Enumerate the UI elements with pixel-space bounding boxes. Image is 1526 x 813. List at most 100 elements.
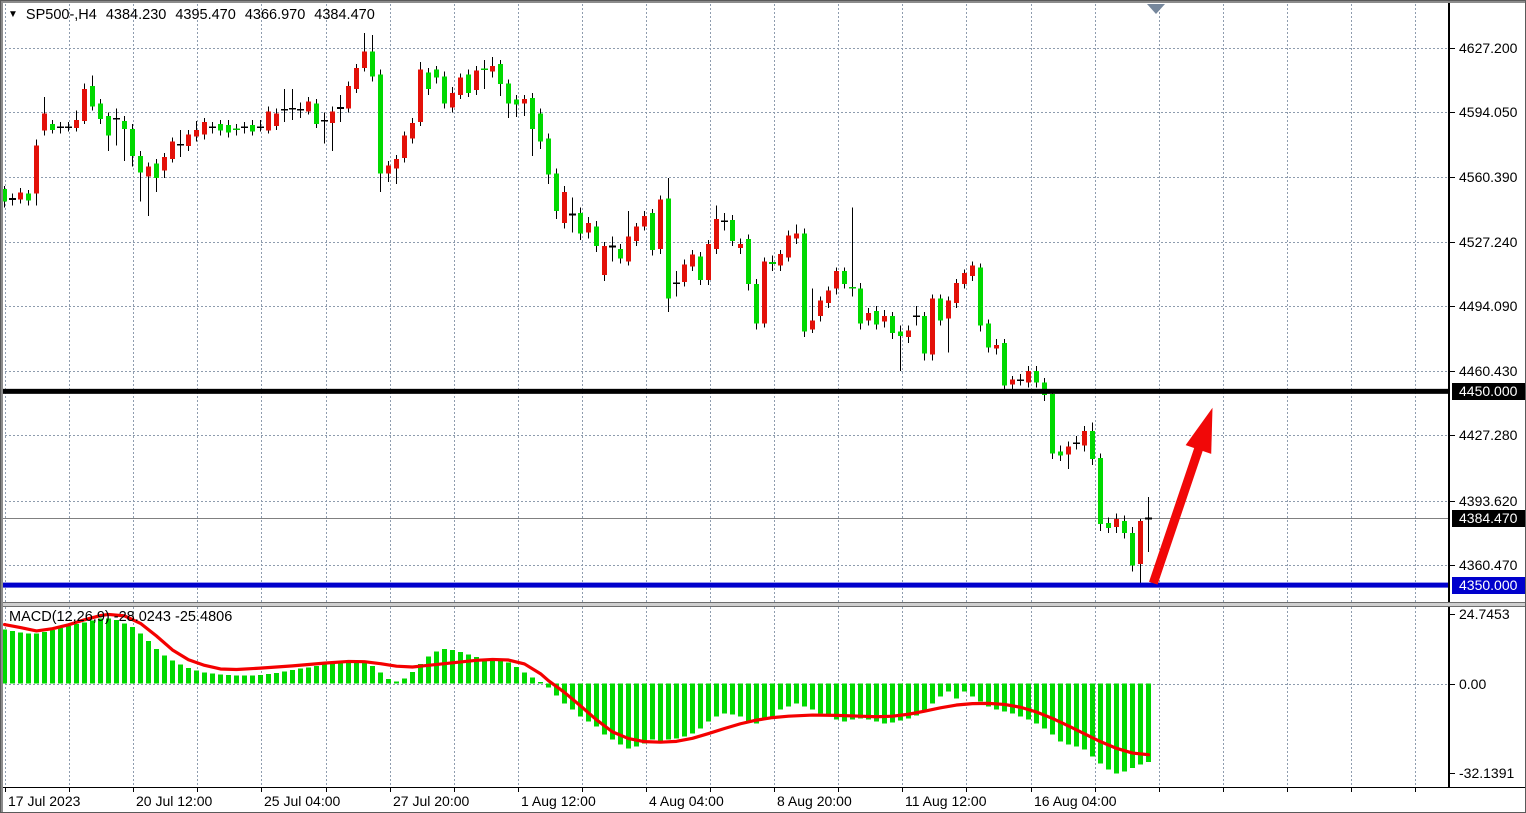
macd-histogram-bar [626,683,631,749]
macd-histogram-bar [986,683,991,707]
price-axis-tick [1450,306,1455,307]
candle [642,211,647,231]
macd-histogram-bar [178,664,183,684]
candle [721,213,728,231]
macd-histogram-bar [226,675,231,684]
time-axis-tick [1159,788,1160,792]
candle [569,197,576,233]
macd-histogram-bar [1018,683,1023,717]
macd-histogram-bar [50,630,55,684]
time-axis-tick [1095,788,1096,792]
macd-histogram-bar [170,660,175,684]
macd-histogram-bar [842,683,847,722]
time-axis-label: 20 Jul 12:00 [136,793,213,809]
macd-histogram-bar [1114,683,1119,774]
macd-histogram-bar [298,668,303,684]
candle [1098,453,1103,531]
macd-histogram-bar [826,683,831,717]
macd-histogram-bar [338,662,343,684]
macd-histogram-bar [66,626,71,684]
candlestick-chart-canvas[interactable] [1,1,1448,602]
macd-histogram-bar [386,679,391,684]
macd-histogram-bar [650,683,655,740]
time-axis-tick [838,788,839,792]
title-triangle-icon[interactable]: ▼ [8,9,18,20]
time-axis-tick [326,788,327,792]
price-tick-label: 4594.050 [1459,104,1518,120]
candle [289,89,296,121]
macd-histogram-bar [10,631,15,684]
candle [794,224,799,245]
price-tick-label: 4360.470 [1459,557,1518,573]
resistance-line-4450[interactable] [1,388,1448,394]
resistance-price-badge: 4450.000 [1452,383,1525,400]
macd-histogram-bar [314,665,319,684]
time-axis-tick [261,788,262,792]
macd-histogram-bar [186,667,191,684]
macd-histogram-bar [618,683,623,745]
candle [490,57,495,78]
macd-histogram-bar [682,683,687,737]
candle [874,306,879,330]
title-symbol-period: SP500-,H4 [25,7,97,23]
macd-histogram-bar [274,672,279,684]
macd-chart-canvas[interactable] [1,607,1448,787]
candle [986,319,991,353]
candle [938,294,943,326]
candle [209,122,216,134]
price-tick-label: -32.1391 [1459,765,1515,781]
macd-histogram-bar [442,649,447,684]
macd-histogram-bar [58,628,63,684]
macd-histogram-bar [666,683,671,740]
price-axis[interactable]: 4627.200 4594.050 4560.390 4527.240 4494.090… [1448,1,1525,787]
candle [1002,339,1007,392]
candle [834,267,839,295]
macd-histogram-bar [722,683,727,714]
chart-shift-marker-icon[interactable] [1147,4,1165,14]
price-tick-label: 4393.620 [1459,493,1518,509]
macd-histogram-bar [474,656,479,684]
candle [402,131,407,163]
time-axis-tick [1031,788,1032,792]
candle [994,339,999,355]
support-line-4350[interactable] [1,582,1448,588]
macd-histogram-bar [578,683,583,717]
candle [337,94,344,123]
price-axis-tick [1450,684,1455,685]
candle [146,162,151,216]
macd-histogram-bar [874,683,879,722]
candle [1138,519,1143,585]
macd-histogram-bar [1066,683,1071,745]
candle [769,255,776,272]
panel-splitter[interactable] [1,602,1525,607]
candle [154,158,159,192]
candle [1010,375,1015,390]
trend-arrow-annotation[interactable] [1149,407,1213,585]
time-axis[interactable]: 17 Jul 2023 20 Jul 12:00 25 Jul 04:00 27 Ju… [1,787,1525,812]
macd-indicator-area[interactable] [1,607,1448,787]
macd-histogram-bar [242,675,247,684]
candle [162,153,167,179]
macd-histogram-bar [1074,683,1079,747]
candle [666,178,671,312]
time-axis-label: 1 Aug 12:00 [521,793,596,809]
candle [1050,389,1055,460]
candle [362,32,367,72]
price-axis-tick [1450,565,1455,566]
candle [1090,422,1095,465]
candlestick-chart-area[interactable] [1,1,1448,602]
macd-histogram-bar [530,677,535,684]
macd-histogram-bar [1146,683,1151,762]
macd-histogram-bar [834,683,839,720]
macd-histogram-bar [994,683,999,710]
macd-histogram-bar [282,671,287,684]
macd-histogram-bar [658,683,663,742]
candle [746,234,751,291]
macd-histogram-bar [210,673,215,684]
macd-histogram-bar [498,660,503,684]
macd-histogram-bar [570,683,575,710]
candle [778,249,783,272]
price-tick-label: 4560.390 [1459,169,1518,185]
macd-histogram-bar [74,624,79,684]
time-axis-tick [518,788,519,792]
